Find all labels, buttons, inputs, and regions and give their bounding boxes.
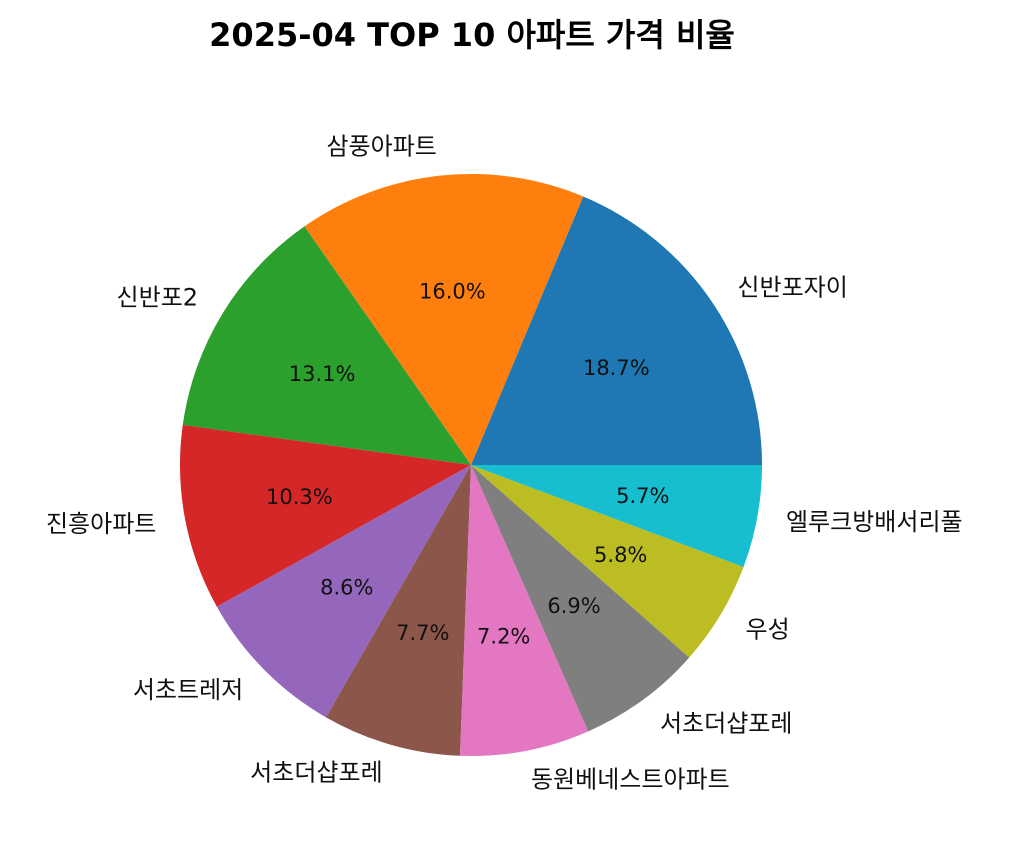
slice-category-label: 삼풍아파트 <box>326 133 436 161</box>
pie-slice <box>471 465 690 732</box>
slice-category-label: 신반포2 <box>117 284 199 312</box>
slice-percent-label: 5.8% <box>594 543 647 567</box>
pie-slice <box>460 465 589 756</box>
pie-slice <box>216 465 471 718</box>
pie-slice <box>304 173 584 465</box>
slice-percent-label: 7.7% <box>396 621 449 645</box>
pie-slices <box>180 173 762 756</box>
slice-category-label: 동원베네스트아파트 <box>531 765 730 793</box>
pie-slice <box>471 465 762 568</box>
pie-slice <box>180 424 472 607</box>
slice-category-label: 우성 <box>745 616 789 644</box>
slice-percent-label: 7.2% <box>477 625 530 649</box>
slice-percent-label: 16.0% <box>419 279 486 303</box>
slice-category-label: 엘루크방배서리풀 <box>786 508 963 536</box>
pie-slice <box>326 465 471 756</box>
pie-slice <box>471 465 744 658</box>
chart-title: 2025-04 TOP 10 아파트 가격 비율 <box>209 16 735 54</box>
slice-percent-label: 5.7% <box>616 484 669 508</box>
pie-labels: 18.7% 신반포자이 16.0% 삼풍아파트 13.1% 신반포2 10.3% 진흥아파트 8… <box>46 133 963 794</box>
slice-percent-label: 18.7% <box>583 356 650 380</box>
slice-percent-label: 13.1% <box>289 362 356 386</box>
slice-category-label: 신반포자이 <box>737 274 847 302</box>
slice-category-label: 서초더샵포레 <box>660 709 792 737</box>
pie-slice <box>182 226 471 465</box>
pie-slice <box>471 196 762 465</box>
slice-percent-label: 8.6% <box>320 576 373 600</box>
slice-category-label: 서초트레저 <box>133 676 243 704</box>
slice-category-label: 진흥아파트 <box>46 510 156 538</box>
slice-percent-label: 10.3% <box>266 485 333 509</box>
slice-percent-label: 6.9% <box>547 594 600 618</box>
slice-category-label: 서초더샵포레 <box>250 759 382 787</box>
